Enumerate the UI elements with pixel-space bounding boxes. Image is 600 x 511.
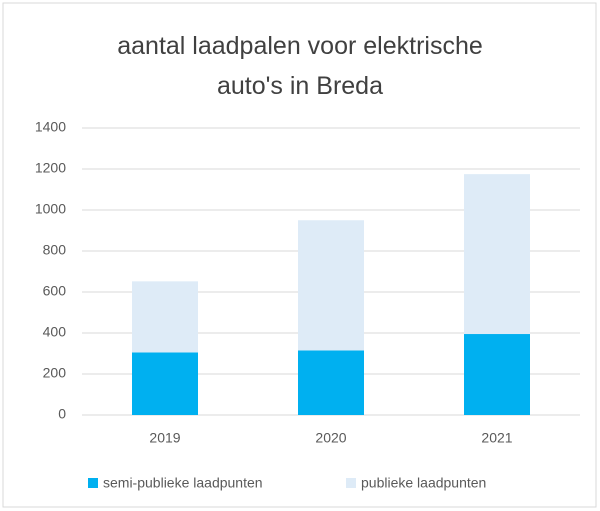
- bar-segment: [464, 334, 530, 415]
- bar-segment: [298, 220, 364, 351]
- legend-label: semi-publieke laadpunten: [103, 475, 263, 491]
- y-tick-label: 200: [43, 365, 67, 381]
- x-tick-label: 2020: [315, 430, 346, 446]
- bar-segment: [464, 174, 530, 335]
- chart-title: aantal laadpalen voor elektrische auto's…: [117, 32, 483, 100]
- x-tick-label: 2021: [481, 430, 512, 446]
- legend-swatch: [346, 478, 356, 488]
- y-tick-label: 0: [58, 406, 66, 422]
- y-tick-label: 400: [43, 324, 67, 340]
- legend-swatch: [88, 478, 98, 488]
- bar-segment: [132, 352, 198, 415]
- y-tick-label: 800: [43, 242, 67, 258]
- x-tick-label: 2019: [149, 430, 180, 446]
- y-tick-label: 1000: [35, 201, 66, 217]
- legend-label: publieke laadpunten: [361, 475, 486, 491]
- bar-segment: [132, 281, 198, 353]
- bar-segment: [298, 350, 364, 415]
- y-tick-label: 1400: [35, 119, 66, 135]
- y-tick-label: 600: [43, 283, 67, 299]
- y-tick-label: 1200: [35, 160, 66, 176]
